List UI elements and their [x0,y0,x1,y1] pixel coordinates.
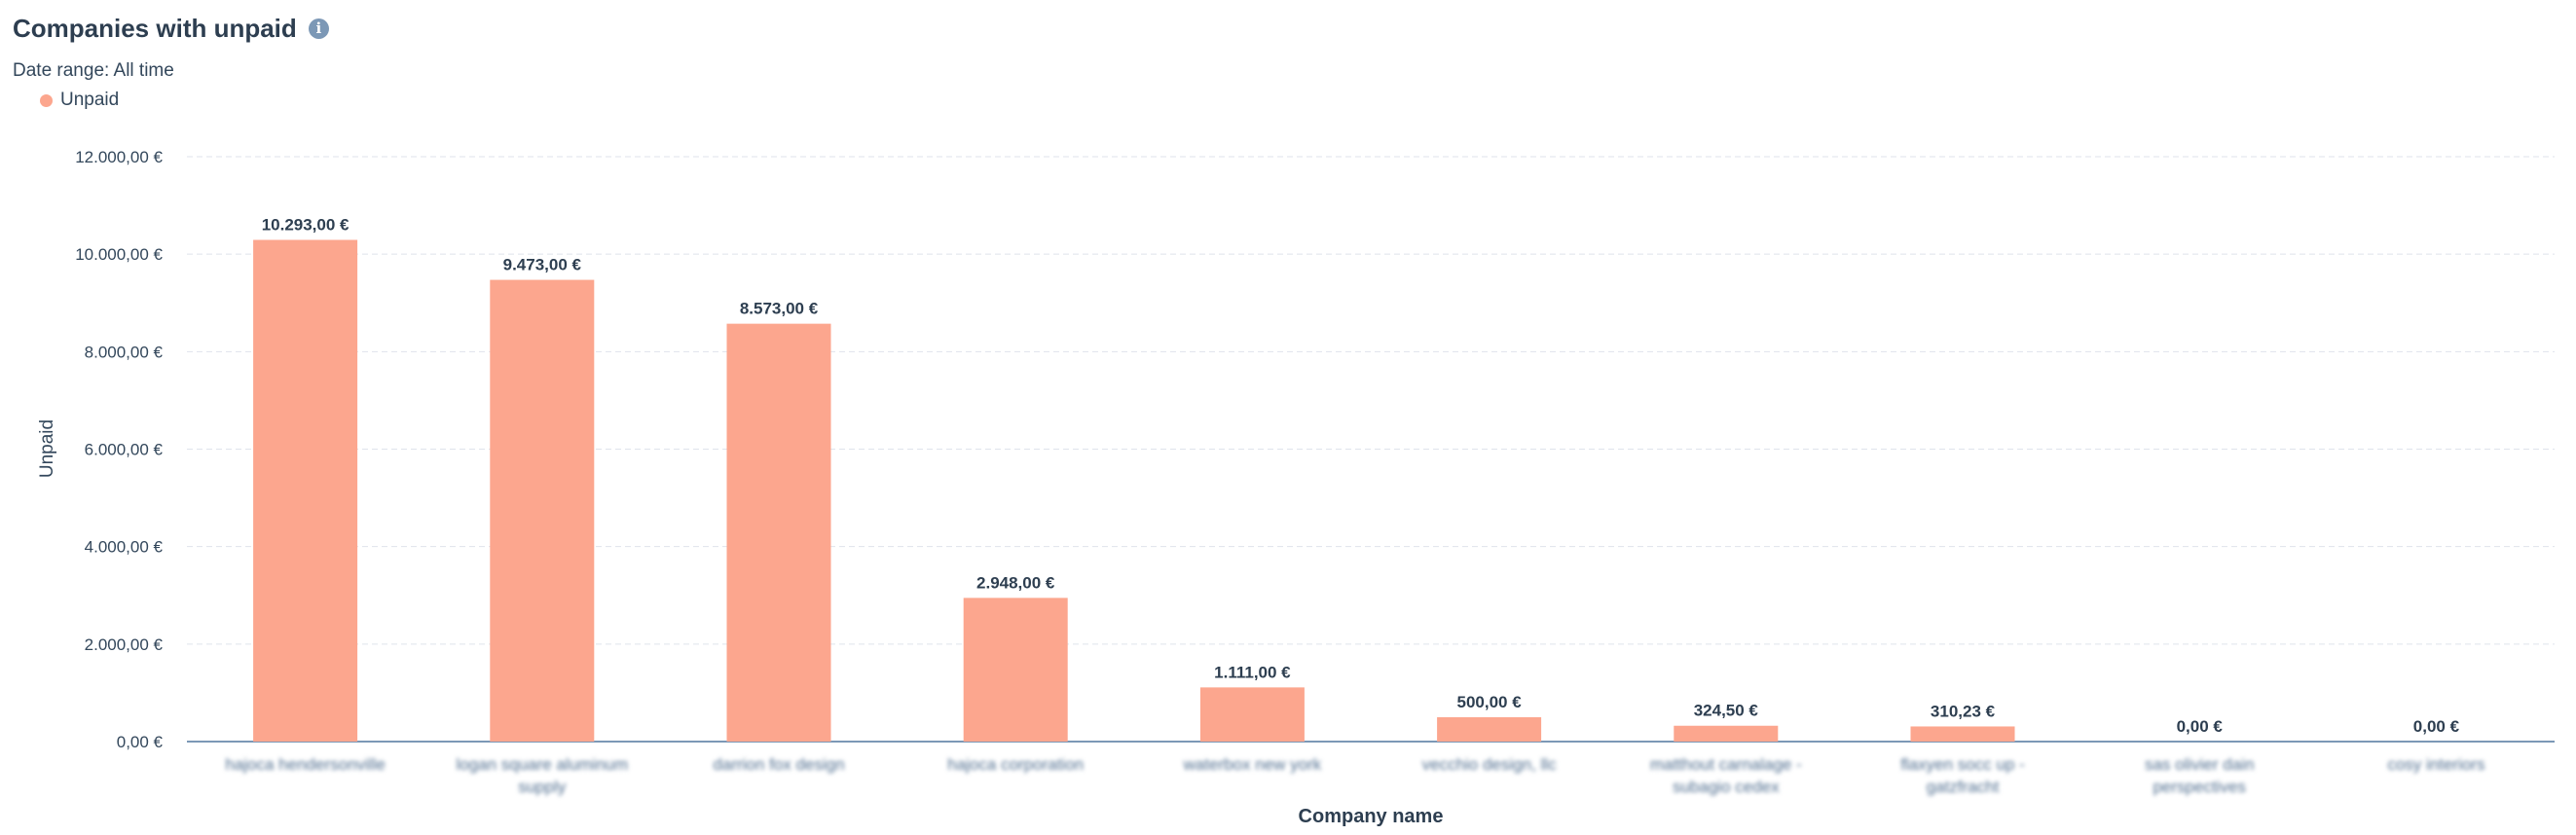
legend-label: Unpaid [60,90,120,110]
data-label: 324,50 € [1694,702,1759,720]
y-tick-label: 6.000,00 € [85,441,164,459]
data-label: 1.111,00 € [1214,663,1291,681]
y-axis-title: Unpaid [37,419,57,478]
bar[interactable] [490,279,595,742]
x-tick-label: cosy interiors [2387,755,2484,774]
x-tick-label: hajoca hendersonville [225,755,385,774]
x-tick-label: hajoca corporation [947,755,1084,774]
bar[interactable] [963,598,1068,742]
data-label: 10.293,00 € [262,215,350,234]
x-tick-label: logan square aluminum [456,755,628,774]
bar[interactable] [1199,687,1305,742]
bar[interactable] [253,239,358,742]
y-tick-label: 2.000,00 € [85,635,164,654]
bar[interactable] [1910,726,2015,742]
title-row: Companies with unpaid i [13,14,329,44]
x-tick-label: darrion fox design [713,755,844,774]
data-label: 2.948,00 € [976,573,1055,592]
data-label: 0,00 € [2177,717,2224,736]
chart-title: Companies with unpaid [13,14,297,43]
x-tick-label: sas olivier dain [2145,755,2254,774]
x-tick-label: gatzfracht [1927,778,2000,796]
data-label: 0,00 € [2413,717,2460,736]
bar[interactable] [726,323,831,742]
data-label: 9.473,00 € [503,256,582,274]
y-tick-label: 12.000,00 € [75,148,163,166]
y-tick-label: 0,00 € [117,733,164,751]
x-tick-label: supply [518,778,567,796]
y-tick-label: 8.000,00 € [85,343,164,361]
legend-item-unpaid[interactable]: Unpaid [40,90,119,111]
legend-swatch [40,93,53,107]
bar[interactable] [1437,716,1542,742]
data-label: 500,00 € [1457,693,1523,711]
date-range-label: Date range: All time [13,60,174,81]
x-axis-title: Company name [1299,806,1444,827]
x-tick-label: perspectives [2153,778,2245,796]
y-tick-label: 4.000,00 € [85,538,164,557]
chart-header: Companies with unpaid i [13,14,329,44]
data-label: 8.573,00 € [740,300,819,318]
x-tick-label: waterbox new york [1183,755,1322,774]
data-label: 310,23 € [1931,702,1996,720]
y-tick-label: 10.000,00 € [75,245,163,264]
x-tick-label: vecchio design, llc [1422,755,1557,774]
x-tick-label: subagio cedex [1673,778,1780,796]
info-icon[interactable]: i [308,18,329,39]
x-tick-label: matthout carnalage - [1650,755,1802,774]
x-tick-label: flaxyen socc up - [1900,755,2025,774]
bar[interactable] [1674,725,1779,742]
